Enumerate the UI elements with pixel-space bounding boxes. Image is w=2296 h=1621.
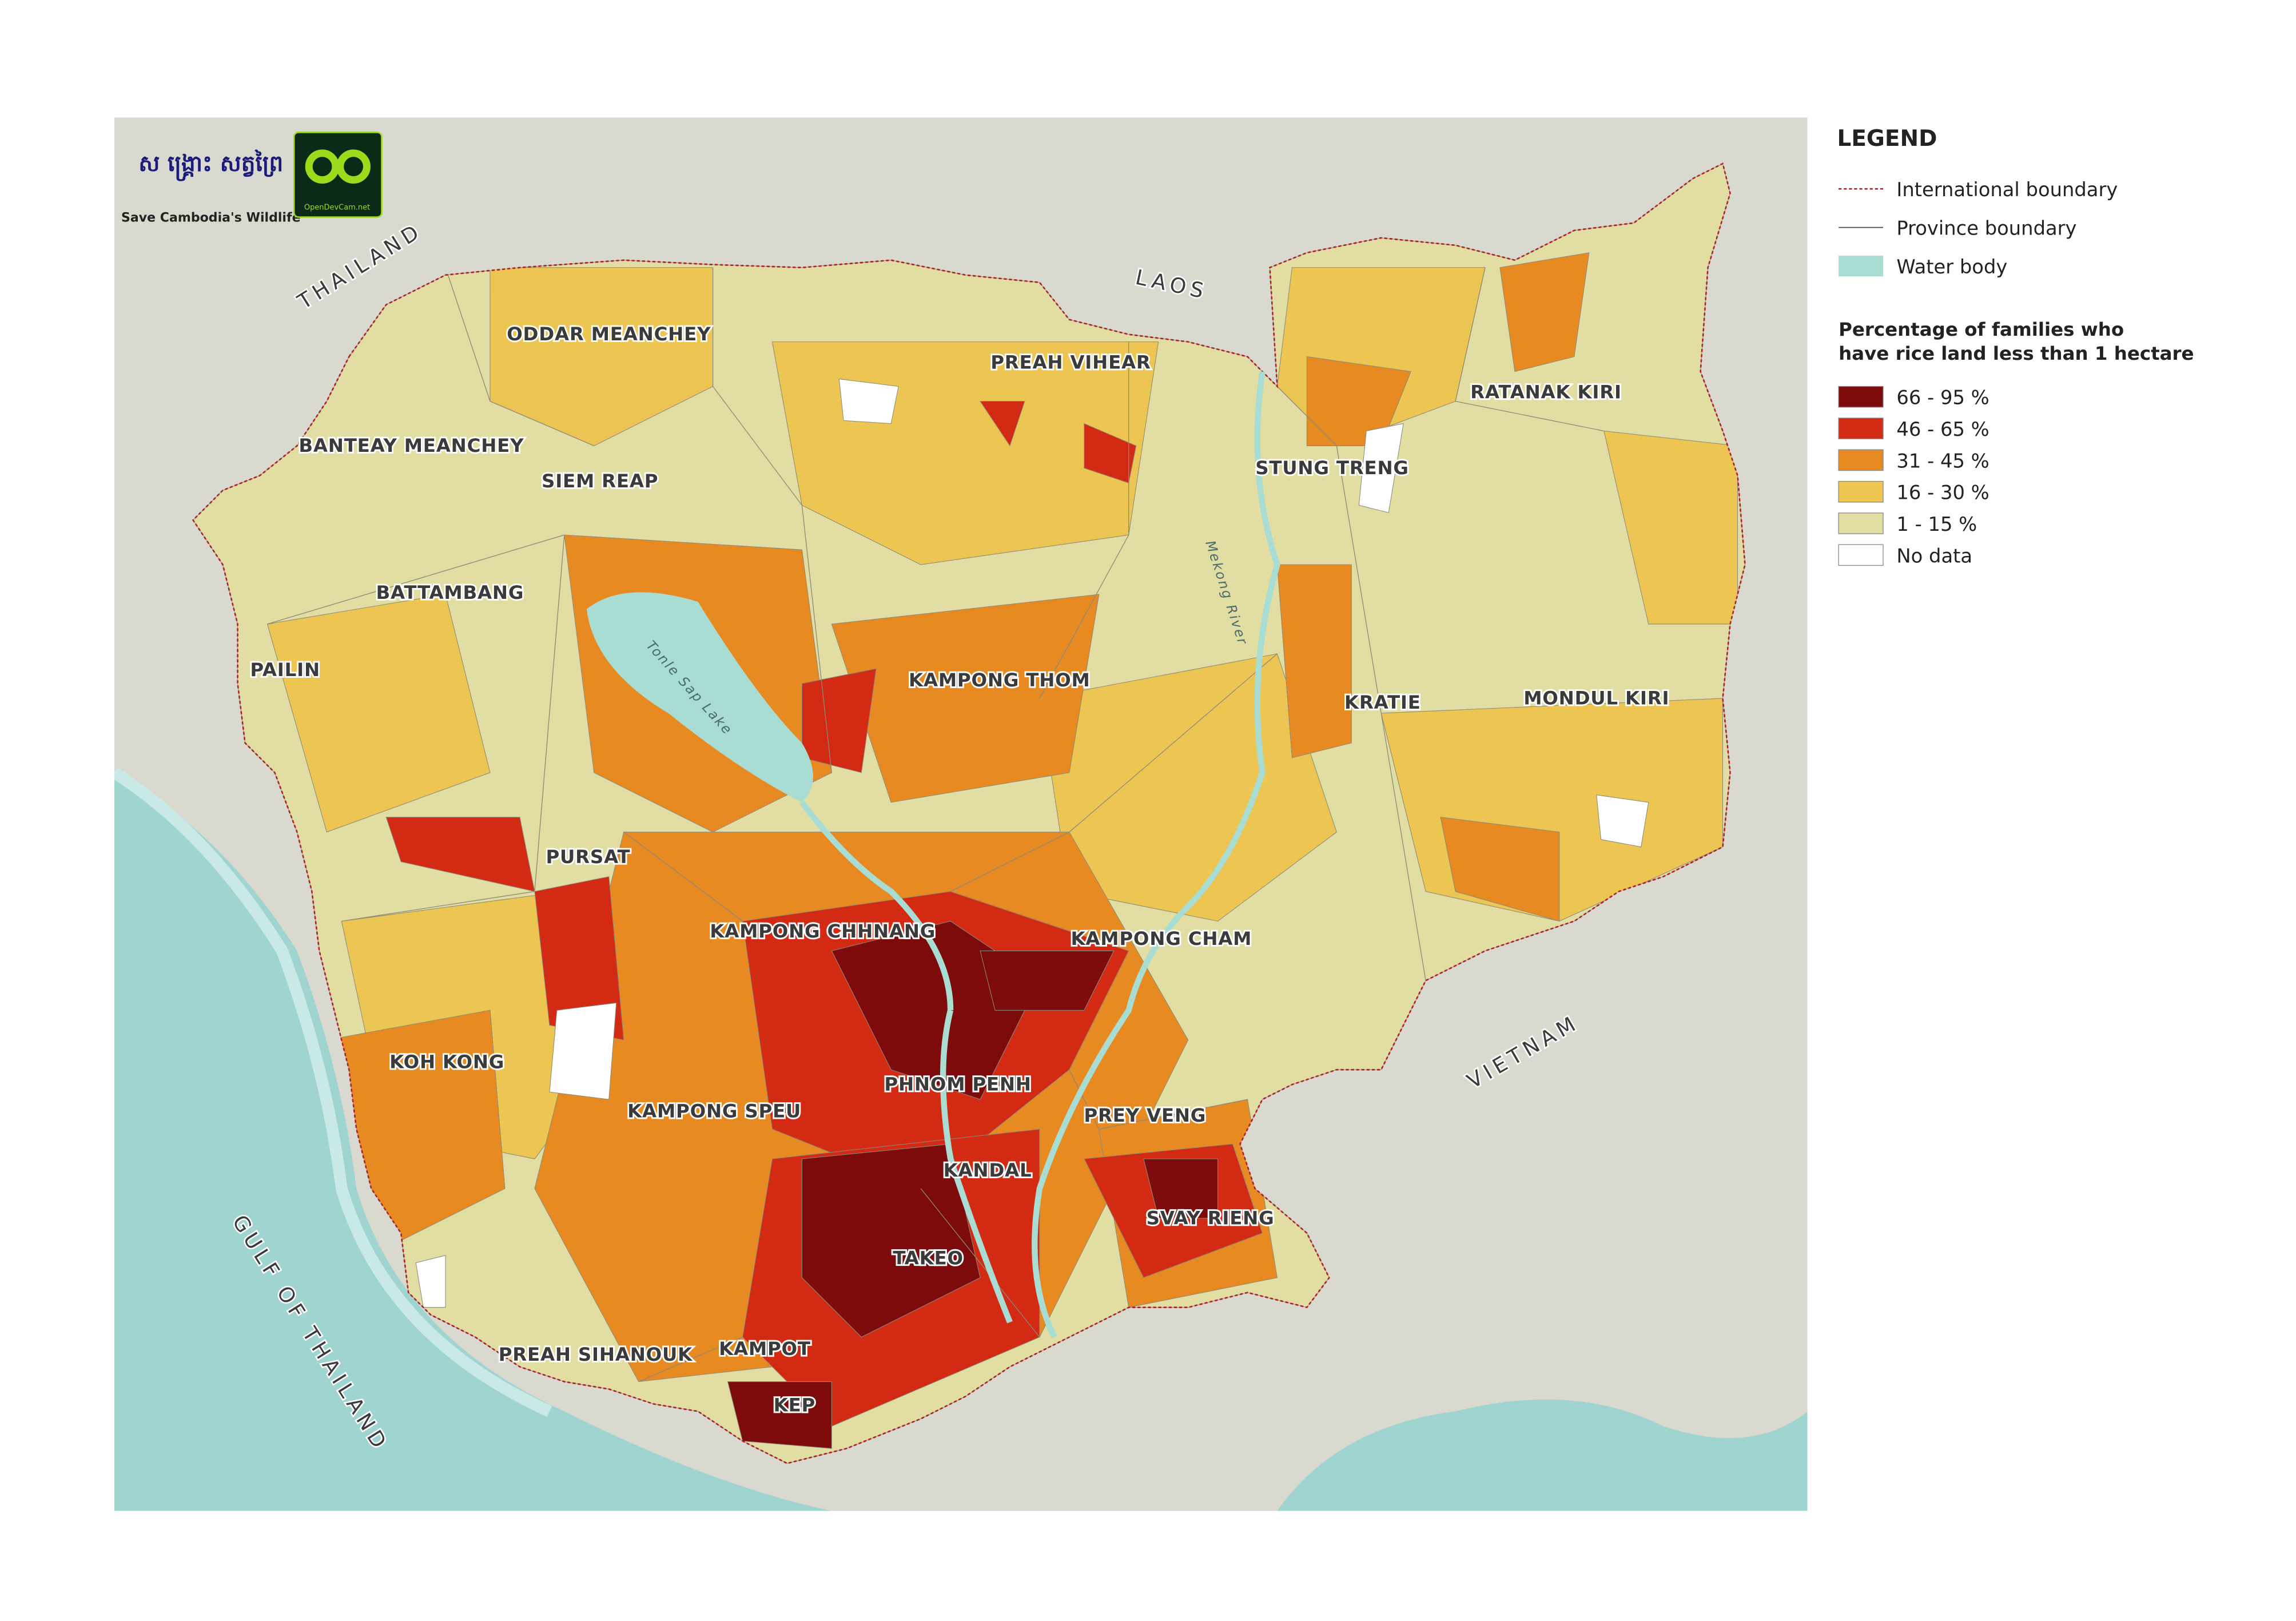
region	[1499, 252, 1590, 372]
map-frame: ស ង្គ្រោះ សត្វព្រៃ Save Cambodia's Wildl…	[114, 117, 1808, 1511]
province-label: RATANAK KIRI	[1470, 381, 1622, 403]
province-label: KAMPONG CHHNANG	[710, 920, 936, 942]
legend-item: Province boundary	[1896, 217, 2076, 240]
province-label: KAMPOT	[719, 1338, 811, 1360]
legend-swatch	[1838, 418, 1884, 439]
shore	[114, 768, 552, 1417]
region	[801, 1143, 981, 1338]
province-label: KEP	[774, 1394, 815, 1416]
province-label: PREAH VIHEAR	[990, 351, 1151, 373]
province-label: SVAY RIENG	[1147, 1207, 1275, 1229]
province-label: MONDUL KIRI	[1523, 687, 1669, 709]
legend-label: No data	[1896, 545, 1972, 567]
logo-ring	[336, 149, 371, 184]
legend-swatch	[1838, 449, 1884, 471]
legend-swatch	[1838, 480, 1884, 503]
legend-label: 66 - 95 %	[1896, 387, 1989, 409]
province-label: KANDAL	[944, 1159, 1032, 1181]
logo-site: OpenDevCam.net	[304, 204, 370, 212]
province-label: STUNG TRENG	[1255, 457, 1409, 479]
logo-glyphs: ស ង្គ្រោះ សត្វព្រៃ	[138, 149, 283, 181]
region	[801, 668, 877, 773]
legend-subtitle: Percentage of families who	[1839, 319, 2124, 340]
region	[1358, 423, 1404, 513]
legend-label: 31 - 45 %	[1896, 450, 1989, 472]
legend-swatch	[1838, 386, 1884, 408]
region	[980, 401, 1025, 447]
region	[534, 876, 624, 1040]
legend-label: 16 - 30 %	[1896, 482, 1989, 504]
province-label: KRATIE	[1344, 692, 1421, 713]
region	[1440, 817, 1560, 922]
region	[415, 1255, 446, 1308]
region	[1596, 794, 1649, 848]
province-label: PREY VENG	[1084, 1104, 1206, 1126]
legend: LEGEND International boundary Province bo…	[1837, 126, 2194, 567]
tonle-sap-lake	[586, 592, 813, 802]
province-label: ODDAR MEANCHEY	[507, 323, 711, 345]
region	[549, 1002, 617, 1100]
province-label: PHNOM PENH	[884, 1074, 1031, 1095]
region	[980, 950, 1115, 1011]
province-label: KAMPONG CHAM	[1071, 928, 1252, 949]
province-label: PAILIN	[250, 659, 320, 681]
region	[1276, 564, 1352, 758]
province-label: BANTEAY MEANCHEY	[299, 435, 524, 456]
legend-swatch	[1838, 544, 1884, 566]
province-label: KAMPONG THOM	[909, 669, 1091, 691]
legend-water	[1839, 256, 1884, 277]
region	[266, 594, 491, 833]
region	[1143, 1158, 1219, 1219]
province-label: TAKEO	[893, 1247, 964, 1269]
region	[831, 594, 1100, 803]
logo: ស ង្គ្រោះ សត្វព្រៃ Save Cambodia's Wildl…	[121, 132, 383, 225]
legend-swatch	[1838, 512, 1884, 534]
legend-item: Water body	[1896, 256, 2007, 278]
logo-org: Save Cambodia's Wildlife	[121, 210, 301, 225]
legend-label: 1 - 15 %	[1896, 513, 1977, 535]
province-label: BATTAMBANG	[376, 582, 524, 603]
sea	[1277, 1399, 1808, 1511]
region	[490, 267, 714, 447]
province-label: PURSAT	[546, 846, 630, 868]
region	[838, 378, 899, 424]
sea	[114, 772, 832, 1511]
legend-title: LEGEND	[1837, 126, 1937, 152]
choropleth	[266, 252, 1738, 1449]
logo-ring	[305, 149, 340, 184]
region	[727, 1381, 832, 1449]
legend-item: International boundary	[1896, 178, 2118, 201]
province-boundaries	[267, 267, 1604, 1382]
legend-subtitle: have rice land less than 1 hectare	[1839, 343, 2194, 364]
province-label: KAMPONG SPEU	[627, 1100, 801, 1122]
legend-label: 46 - 65 %	[1896, 418, 1989, 440]
province-label: PREAH SIHANOUK	[499, 1344, 693, 1365]
rivers	[799, 371, 1280, 1338]
province-label: SIEM REAP	[542, 470, 658, 492]
province-label: KOH KONG	[389, 1051, 504, 1073]
